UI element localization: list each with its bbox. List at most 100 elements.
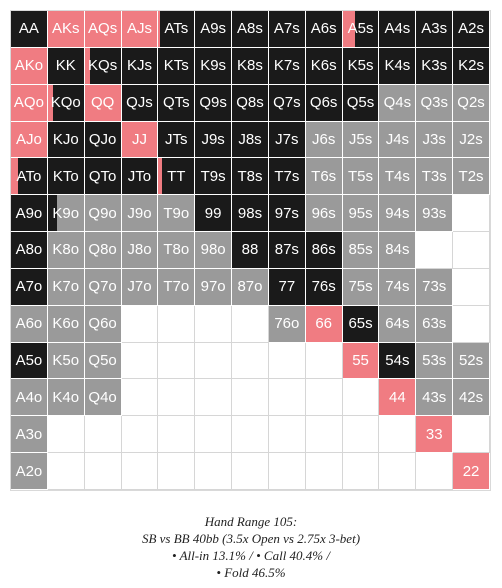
hand-cell-A4s: A4s xyxy=(379,11,417,48)
hand-cell-empty xyxy=(342,416,380,454)
hand-cell-A9o: A9o xyxy=(11,195,48,233)
hand-cell-call-fill xyxy=(121,84,158,121)
hand-cell-K7o: K7o xyxy=(47,268,85,306)
hand-cell-call-fill xyxy=(195,11,232,47)
hand-cell-98s: 98s xyxy=(232,195,269,233)
hand-cell-fold-fill xyxy=(379,305,416,342)
hand-cell-97o: 97o xyxy=(195,268,233,306)
hand-cell-K5o: K5o xyxy=(47,342,85,380)
hand-cell-call-fill xyxy=(11,268,47,305)
hand-cell-label: AJo xyxy=(15,130,42,148)
hand-cell-label: T5s xyxy=(348,167,374,185)
hand-cell-AA: AA xyxy=(11,11,48,48)
hand-cell-K6s: K6s xyxy=(305,47,343,85)
hand-cell-label: AJs xyxy=(126,20,152,38)
hand-cell-fold-fill xyxy=(342,268,379,305)
hand-cell-call-fill xyxy=(305,268,342,305)
caption-fold-summary: • Fold 46.5% xyxy=(216,565,286,580)
hand-cell-call-fill xyxy=(160,11,195,47)
hand-cell-label: Q9s xyxy=(199,94,227,112)
hand-cell-call-fill xyxy=(305,11,342,47)
hand-cell-fold-fill xyxy=(342,158,379,195)
hand-cell-66: 66 xyxy=(305,305,343,343)
hand-cell-K6o: K6o xyxy=(47,305,85,343)
hand-cell-empty xyxy=(232,342,269,380)
hand-cell-call-fill xyxy=(11,195,47,232)
hand-cell-empty xyxy=(453,195,490,233)
hand-cell-fold-fill xyxy=(379,158,416,195)
caption-title: Hand Range 105: xyxy=(204,514,298,529)
hand-cell-54s: 54s xyxy=(379,342,417,380)
hand-cell-allin-fill xyxy=(11,84,47,121)
hand-cell-label: A9s xyxy=(200,20,227,38)
hand-cell-call-fill xyxy=(53,84,84,121)
hand-cell-label: T7s xyxy=(274,167,300,185)
hand-cell-88: 88 xyxy=(232,232,269,269)
hand-cell-call-fill xyxy=(195,84,232,121)
hand-cell-empty xyxy=(453,268,490,306)
hand-cell-call-fill xyxy=(232,47,268,84)
hand-cell-AKs: AKs xyxy=(47,11,85,48)
hand-cell-fold-fill xyxy=(84,305,121,342)
hand-cell-allin-fill xyxy=(342,11,356,47)
hand-cell-call-fill xyxy=(121,158,158,195)
hand-cell-label: K3s xyxy=(421,57,448,75)
hand-cell-J9s: J9s xyxy=(195,121,233,159)
hand-cell-label: 87s xyxy=(274,241,299,259)
hand-cell-K5s: K5s xyxy=(342,47,380,85)
hand-cell-call-fill xyxy=(90,47,121,84)
hand-cell-label: 96s xyxy=(311,204,336,222)
hand-cell-fold-fill xyxy=(195,232,232,268)
hand-cell-T9s: T9s xyxy=(195,158,233,196)
hand-cell-QJs: QJs xyxy=(121,84,159,122)
hand-cell-allin-fill xyxy=(453,453,489,489)
hand-cell-53s: 53s xyxy=(416,342,454,380)
hand-cell-label: JJ xyxy=(131,130,147,148)
hand-cell-fold-fill xyxy=(379,121,416,158)
hand-cell-43s: 43s xyxy=(416,379,454,417)
hand-cell-J7o: J7o xyxy=(121,268,159,306)
hand-cell-label: T9s xyxy=(200,167,226,185)
hand-cell-call-fill xyxy=(232,11,268,47)
hand-cell-64s: 64s xyxy=(379,305,417,343)
hand-cell-empty xyxy=(121,305,159,343)
hand-cell-label: QJo xyxy=(88,130,117,148)
hand-cell-label: T7o xyxy=(163,278,190,296)
hand-cell-fold-fill xyxy=(121,195,158,232)
hand-cell-label: K2s xyxy=(458,57,484,75)
hand-cell-J4s: J4s xyxy=(379,121,417,159)
hand-cell-fold-fill xyxy=(453,342,489,379)
hand-cell-QJo: QJo xyxy=(84,121,122,159)
hand-cell-label: A7o xyxy=(15,278,43,296)
hand-cell-call-fill xyxy=(161,158,195,195)
hand-cell-A7o: A7o xyxy=(11,268,48,306)
hand-cell-label: 65s xyxy=(348,315,373,333)
hand-cell-fold-fill xyxy=(416,268,453,305)
hand-cell-22: 22 xyxy=(453,453,490,490)
hand-cell-fold-fill xyxy=(416,195,453,232)
hand-cell-label: JTs xyxy=(165,130,188,148)
hand-cell-65s: 65s xyxy=(342,305,380,343)
hand-cell-empty xyxy=(268,416,306,454)
hand-cell-T7o: T7o xyxy=(158,268,196,306)
hand-cell-label: J8s xyxy=(238,130,262,148)
hand-cell-allin-fill xyxy=(11,47,47,84)
hand-cell-fold-fill xyxy=(84,379,121,416)
hand-cell-call-fill xyxy=(195,158,232,195)
hand-cell-T2s: T2s xyxy=(453,158,490,196)
hand-cell-Q7s: Q7s xyxy=(268,84,306,122)
hand-cell-call-fill xyxy=(342,47,379,84)
hand-cell-QTs: QTs xyxy=(158,84,196,122)
hand-cell-label: 93s xyxy=(422,204,447,222)
hand-cell-Q9o: Q9o xyxy=(84,195,122,233)
hand-cell-K7s: K7s xyxy=(268,47,306,85)
hand-cell-call-fill xyxy=(84,121,121,158)
hand-cell-empty xyxy=(342,379,380,417)
hand-cell-label: 73s xyxy=(422,278,447,296)
hand-cell-52s: 52s xyxy=(453,342,490,380)
hand-cell-call-fill xyxy=(158,84,195,121)
hand-cell-fold-fill xyxy=(416,121,453,158)
hand-cell-label: 87o xyxy=(237,278,263,296)
hand-cell-label: Q9o xyxy=(88,204,117,222)
hand-cell-label: T8s xyxy=(237,167,263,185)
